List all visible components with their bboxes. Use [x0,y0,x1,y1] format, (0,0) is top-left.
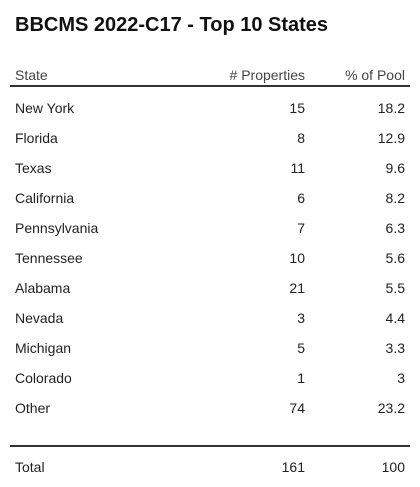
table-row: Nevada 3 4.4 [10,303,410,333]
pct-cell: 9.6 [385,160,405,176]
properties-cell: 5 [297,340,305,356]
total-pct: 100 [381,459,405,475]
table-row: Texas 11 9.6 [10,153,410,183]
pct-cell: 4.4 [385,310,405,326]
properties-cell: 74 [289,400,305,416]
pct-cell: 5.5 [385,280,405,296]
properties-cell: 15 [289,100,305,116]
table-row: Michigan 5 3.3 [10,333,410,363]
column-header-pct-of-pool: % of Pool [345,67,405,83]
properties-cell: 1 [297,370,305,386]
table-row: New York 15 18.2 [10,93,410,123]
pct-cell: 12.9 [377,130,405,146]
properties-cell: 11 [290,160,305,176]
properties-cell: 6 [297,190,305,206]
state-cell: Alabama [15,280,71,296]
state-cell: Florida [15,130,58,146]
total-properties: 161 [281,459,305,475]
properties-cell: 8 [297,130,305,146]
state-cell: California [15,190,75,206]
page-title: BBCMS 2022-C17 - Top 10 States [15,14,329,36]
table-row: Florida 8 12.9 [10,123,410,153]
state-cell: Michigan [15,340,72,356]
pct-cell: 18.2 [377,100,405,116]
table-total-row: Total 161 100 [10,445,410,479]
states-table: State # Properties % of Pool New York 15… [10,60,410,479]
table-row: Pennsylvania 7 6.3 [10,213,410,243]
pct-cell: 23.2 [377,400,405,416]
table-body: New York 15 18.2 Florida 8 12.9 Texas 11… [10,87,410,423]
state-cell: Other [15,400,51,416]
pct-cell: 3 [397,370,405,386]
pct-cell: 3.3 [385,340,405,356]
table-row: California 6 8.2 [10,183,410,213]
column-header-state: State [15,67,48,83]
state-cell: Tennessee [15,250,83,266]
state-cell: Pennsylvania [15,220,99,236]
column-header-properties: # Properties [229,67,305,83]
properties-cell: 21 [289,280,305,296]
table-row: Colorado 1 3 [10,363,410,393]
state-cell: New York [15,100,75,116]
state-cell: Texas [15,160,52,176]
properties-cell: 3 [297,310,305,326]
pct-cell: 5.6 [385,250,405,266]
pct-cell: 8.2 [385,190,405,206]
state-cell: Nevada [15,310,64,326]
total-label: Total [15,459,45,475]
table-header-row: State # Properties % of Pool [10,60,410,87]
properties-cell: 10 [289,250,305,266]
table-row: Tennessee 10 5.6 [10,243,410,273]
table-spacer [10,423,410,445]
state-cell: Colorado [15,370,72,386]
pct-cell: 6.3 [385,220,405,236]
table-row: Alabama 21 5.5 [10,273,410,303]
properties-cell: 7 [297,220,305,236]
table-row: Other 74 23.2 [10,393,410,423]
